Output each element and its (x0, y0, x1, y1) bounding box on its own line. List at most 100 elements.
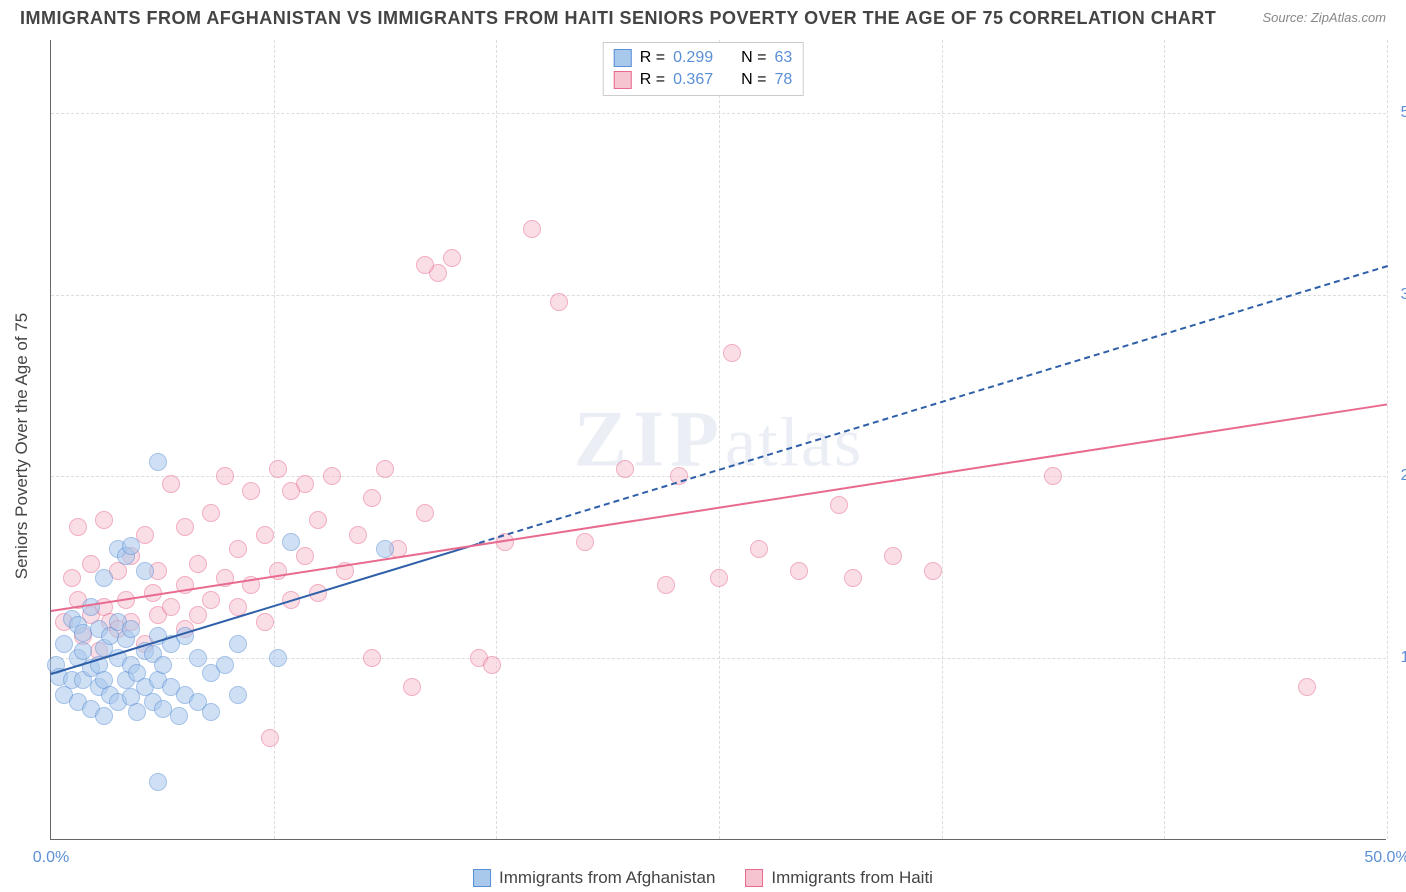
scatter-point (443, 249, 461, 267)
n-label: N = (741, 49, 766, 67)
x-tick-label: 50.0% (1364, 849, 1406, 867)
scatter-point (710, 569, 728, 587)
stats-legend-row: R = 0.367 N = 78 (614, 69, 793, 91)
scatter-point (924, 562, 942, 580)
scatter-point (296, 547, 314, 565)
gridline-vertical (1387, 40, 1388, 839)
scatter-point (1298, 678, 1316, 696)
series-name: Immigrants from Afghanistan (499, 868, 715, 888)
scatter-point (323, 467, 341, 485)
scatter-point (149, 453, 167, 471)
scatter-point (122, 537, 140, 555)
r-value: 0.367 (673, 71, 713, 89)
scatter-point (723, 344, 741, 362)
chart-title: IMMIGRANTS FROM AFGHANISTAN VS IMMIGRANT… (20, 8, 1216, 29)
scatter-point (790, 562, 808, 580)
scatter-point (256, 526, 274, 544)
scatter-point (202, 591, 220, 609)
watermark-zip: ZIP (574, 395, 725, 483)
legend-swatch (473, 869, 491, 887)
scatter-point (1044, 467, 1062, 485)
scatter-point (830, 496, 848, 514)
scatter-point (74, 642, 92, 660)
trendline (478, 265, 1387, 544)
scatter-point (376, 540, 394, 558)
scatter-point (884, 547, 902, 565)
n-label: N = (741, 71, 766, 89)
gridline-vertical (942, 40, 943, 839)
scatter-point (229, 686, 247, 704)
scatter-point (136, 562, 154, 580)
scatter-point (216, 656, 234, 674)
scatter-point (122, 620, 140, 638)
scatter-point (261, 729, 279, 747)
scatter-point (403, 678, 421, 696)
scatter-point (483, 656, 501, 674)
series-legend-item: Immigrants from Afghanistan (473, 868, 715, 888)
scatter-point (82, 598, 100, 616)
scatter-point (229, 635, 247, 653)
scatter-point (349, 526, 367, 544)
scatter-point (176, 518, 194, 536)
r-label: R = (640, 49, 665, 67)
scatter-point (363, 649, 381, 667)
scatter-point (162, 598, 180, 616)
y-tick-label: 50.0% (1391, 104, 1406, 122)
scatter-point (162, 475, 180, 493)
scatter-point (216, 467, 234, 485)
scatter-point (282, 482, 300, 500)
scatter-point (550, 293, 568, 311)
r-value: 0.299 (673, 49, 713, 67)
y-axis-label: Seniors Poverty Over the Age of 75 (12, 313, 32, 579)
scatter-point (229, 540, 247, 558)
series-legend: Immigrants from Afghanistan Immigrants fr… (473, 868, 933, 888)
scatter-point (128, 703, 146, 721)
stats-legend-row: R = 0.299 N = 63 (614, 47, 793, 69)
scatter-point (309, 511, 327, 529)
legend-swatch (614, 71, 632, 89)
watermark-atlas: atlas (725, 404, 863, 481)
y-tick-label: 37.5% (1391, 286, 1406, 304)
r-label: R = (640, 71, 665, 89)
scatter-point (242, 482, 260, 500)
scatter-point (269, 460, 287, 478)
scatter-point (576, 533, 594, 551)
x-tick-label: 0.0% (33, 849, 69, 867)
scatter-point (844, 569, 862, 587)
gridline-vertical (719, 40, 720, 839)
scatter-point (189, 649, 207, 667)
y-tick-label: 25.0% (1391, 467, 1406, 485)
scatter-point (282, 533, 300, 551)
scatter-point (256, 613, 274, 631)
scatter-point (149, 773, 167, 791)
scatter-point (95, 569, 113, 587)
scatter-point (63, 569, 81, 587)
scatter-point (616, 460, 634, 478)
scatter-point (95, 511, 113, 529)
n-value: 78 (774, 71, 792, 89)
scatter-point (750, 540, 768, 558)
scatter-point (376, 460, 394, 478)
scatter-point (69, 518, 87, 536)
gridline-vertical (496, 40, 497, 839)
legend-swatch (745, 869, 763, 887)
scatter-point (657, 576, 675, 594)
scatter-point (170, 707, 188, 725)
stats-legend: R = 0.299 N = 63 R = 0.367 N = 78 (603, 42, 804, 96)
scatter-point (363, 489, 381, 507)
n-value: 63 (774, 49, 792, 67)
scatter-point (55, 635, 73, 653)
scatter-point (189, 555, 207, 573)
plot-area: ZIPatlas 12.5%25.0%37.5%50.0%0.0%50.0% (50, 40, 1386, 840)
scatter-point (416, 504, 434, 522)
scatter-point (523, 220, 541, 238)
series-legend-item: Immigrants from Haiti (745, 868, 933, 888)
legend-swatch (614, 49, 632, 67)
gridline-vertical (274, 40, 275, 839)
scatter-point (154, 656, 172, 674)
scatter-point (189, 606, 207, 624)
scatter-point (269, 649, 287, 667)
source-label: Source: ZipAtlas.com (1262, 10, 1386, 25)
scatter-point (202, 703, 220, 721)
series-name: Immigrants from Haiti (771, 868, 933, 888)
